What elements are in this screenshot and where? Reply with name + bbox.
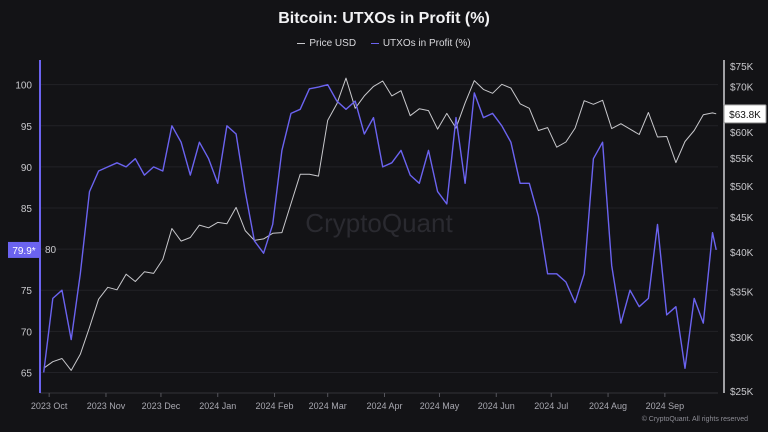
utxo-profit-line: [43, 83, 717, 373]
x-tick-label: 2024 Apr: [366, 401, 402, 411]
left-tick-label: 75: [21, 286, 33, 297]
left-current-value: 79.9*: [12, 246, 35, 257]
right-tick-label: $30K: [730, 333, 754, 344]
x-tick-label: 2023 Dec: [142, 401, 181, 411]
watermark: CryptoQuant: [305, 208, 453, 238]
right-tick-label: $35K: [730, 287, 754, 298]
x-tick-label: 2024 Jul: [534, 401, 568, 411]
legend: Price USD UTXOs in Profit (%): [0, 38, 768, 49]
left-tick-label: 90: [21, 163, 33, 174]
legend-swatch-price: [297, 42, 306, 45]
right-tick-label: $60K: [730, 128, 754, 139]
legend-swatch-utxo: [370, 42, 379, 45]
x-tick-label: 2023 Oct: [31, 401, 68, 411]
left-tick-label: 70: [21, 327, 33, 338]
x-tick-label: 2023 Nov: [87, 401, 126, 411]
x-tick-label: 2024 Mar: [309, 401, 347, 411]
left-tick-label: 95: [21, 122, 33, 133]
left-tick-label: 100: [15, 81, 32, 92]
x-tick-label: 2024 Sep: [646, 401, 685, 411]
right-tick-label: $40K: [730, 248, 754, 259]
x-tick-label: 2024 Feb: [256, 401, 294, 411]
x-tick-label: 2024 May: [420, 401, 460, 411]
right-tick-label: $70K: [730, 82, 754, 93]
right-tick-label: $45K: [730, 213, 754, 224]
legend-item-price[interactable]: Price USD: [297, 38, 356, 49]
left-current-badge: [8, 241, 40, 258]
left-tick-label: 85: [21, 204, 33, 215]
x-tick-label: 2024 Jun: [478, 401, 515, 411]
right-current-badge: [723, 104, 767, 124]
right-tick-label: $75K: [730, 62, 754, 73]
copyright: © CryptoQuant. All rights reserved: [641, 416, 748, 423]
x-tick-label: 2024 Aug: [589, 401, 627, 411]
left-tick-label: 65: [21, 368, 33, 379]
x-tick-label: 2024 Jan: [199, 401, 236, 411]
chart-title: Bitcoin: UTXOs in Profit (%): [278, 10, 490, 27]
right-tick-label: $25K: [730, 387, 754, 398]
price-line: [43, 77, 717, 371]
right-tick-label: $50K: [730, 182, 754, 193]
legend-item-utxo[interactable]: UTXOs in Profit (%): [370, 38, 471, 49]
left-tick-label: 80: [45, 245, 57, 256]
right-tick-label: $55K: [730, 154, 754, 165]
legend-label-price: Price USD: [309, 38, 357, 49]
right-current-value: $63.8K: [729, 110, 761, 121]
legend-label-utxo: UTXOs in Profit (%): [382, 38, 471, 49]
